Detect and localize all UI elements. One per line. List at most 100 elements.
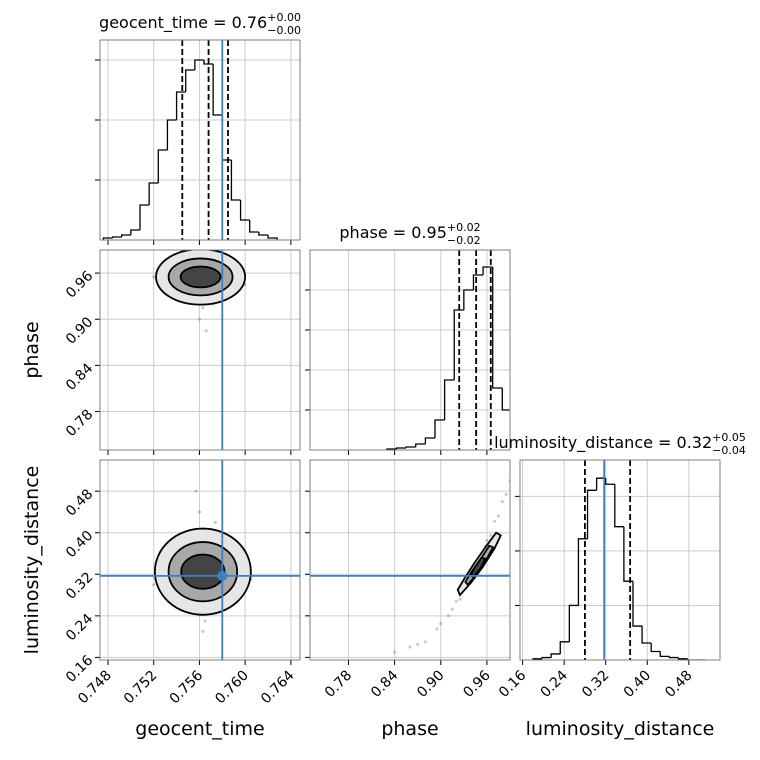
panel-frame [519, 459, 721, 661]
sample-point [454, 599, 458, 603]
hist-bin [501, 388, 510, 411]
panel [100, 460, 300, 660]
title-upper: +0.00 [267, 11, 301, 24]
hist-bin [453, 309, 464, 380]
hist-bin [111, 236, 122, 238]
hist-bin [492, 267, 503, 389]
y-axis-label: luminosity_distance [21, 466, 43, 655]
hist-bin [139, 204, 150, 230]
sample-point [194, 489, 198, 493]
title-text: phase = 0.95 [339, 223, 446, 242]
hist-bin [221, 115, 232, 161]
sample-point [500, 499, 504, 504]
sample-point [201, 306, 205, 310]
hist-bin [166, 119, 177, 150]
hist-bin [650, 643, 661, 653]
hist-bin [472, 274, 484, 290]
sample-point [213, 520, 218, 524]
sample-point [458, 597, 462, 601]
panel [100, 250, 300, 450]
contour [180, 553, 226, 590]
title-text: geocent_time = 0.76 [99, 13, 267, 33]
x-tick-label: 0.40 [621, 668, 654, 701]
y-tick-label: 0.32 [63, 569, 96, 602]
panel-frame [99, 459, 301, 661]
sample-point [504, 492, 508, 496]
hist-bin [258, 232, 268, 236]
hist-bin [203, 60, 214, 65]
sample-point [393, 650, 397, 654]
y-tick-label: 0.78 [63, 407, 96, 440]
hist-bin [595, 477, 606, 491]
sample-point [152, 275, 156, 279]
hist-bin [102, 237, 113, 240]
y-tick-label: 0.24 [63, 611, 96, 644]
hist-bin [212, 64, 223, 116]
title-lower: −0.02 [447, 234, 481, 247]
hist-bin [614, 484, 624, 528]
y-tick-label: 0.84 [63, 360, 96, 393]
hist-bin [157, 149, 168, 183]
contour [179, 265, 222, 289]
sample-point [416, 642, 420, 647]
hist-bin [659, 651, 670, 658]
hist-bin [175, 91, 186, 120]
hist-bin [623, 526, 633, 582]
sample-point [201, 629, 205, 634]
panel-frame [99, 249, 301, 451]
hist-bin [686, 658, 697, 660]
x-tick-label: 0.16 [496, 667, 529, 700]
hist-bin [443, 379, 455, 420]
y-tick-label: 0.96 [63, 268, 96, 301]
y-tick-label: 0.90 [63, 314, 96, 347]
hist-bin [577, 538, 588, 606]
hist-bin [185, 69, 195, 92]
hist-bin [668, 656, 679, 659]
sample-point [496, 514, 501, 518]
sample-point [485, 538, 489, 543]
hist-bin [605, 478, 615, 485]
sample-point [197, 317, 202, 321]
panel [310, 250, 510, 450]
panel [100, 40, 300, 240]
panel-frame [309, 459, 511, 661]
x-tick-label: 0.90 [414, 668, 447, 701]
x-axis-label: geocent_time [135, 718, 264, 740]
title-upper: +0.05 [712, 431, 746, 444]
sample-point [197, 510, 202, 514]
hist-bin [239, 200, 250, 221]
hist-bin [632, 581, 643, 627]
x-axis-label: luminosity_distance [526, 718, 715, 740]
panel-title: geocent_time = 0.76+0.00 −0.00 [99, 11, 301, 37]
hist-bin [230, 160, 241, 201]
hist-bin [550, 653, 561, 658]
x-tick-label: 0.760 [212, 668, 252, 708]
panel [520, 460, 720, 660]
hist-bin [568, 604, 579, 642]
sample-point [408, 645, 412, 649]
sample-point [423, 640, 427, 644]
hist-bin [148, 182, 159, 205]
hist-bin [194, 59, 204, 70]
hist-bin [130, 229, 140, 235]
hist-bin [641, 626, 652, 644]
x-tick-label: 0.48 [662, 668, 695, 701]
x-tick-label: 0.24 [538, 667, 571, 700]
x-tick-label: 0.764 [258, 667, 298, 707]
hist-bin [541, 656, 552, 659]
hist-bin [677, 657, 688, 660]
sample-point [435, 627, 439, 631]
truth-point [217, 570, 228, 581]
sample-point [204, 329, 208, 333]
hist-bin [463, 289, 474, 310]
hist-bin [267, 235, 278, 240]
title-text: luminosity_distance = 0.32 [494, 433, 712, 453]
panel-frame [309, 249, 511, 451]
y-tick-label: 0.48 [63, 486, 96, 519]
hist-bin [586, 489, 597, 539]
sample-point [489, 533, 493, 537]
hist-bin [249, 220, 259, 233]
panel-title: luminosity_distance = 0.32+0.05 −0.04 [494, 431, 746, 457]
x-tick-label: 0.32 [579, 668, 612, 701]
